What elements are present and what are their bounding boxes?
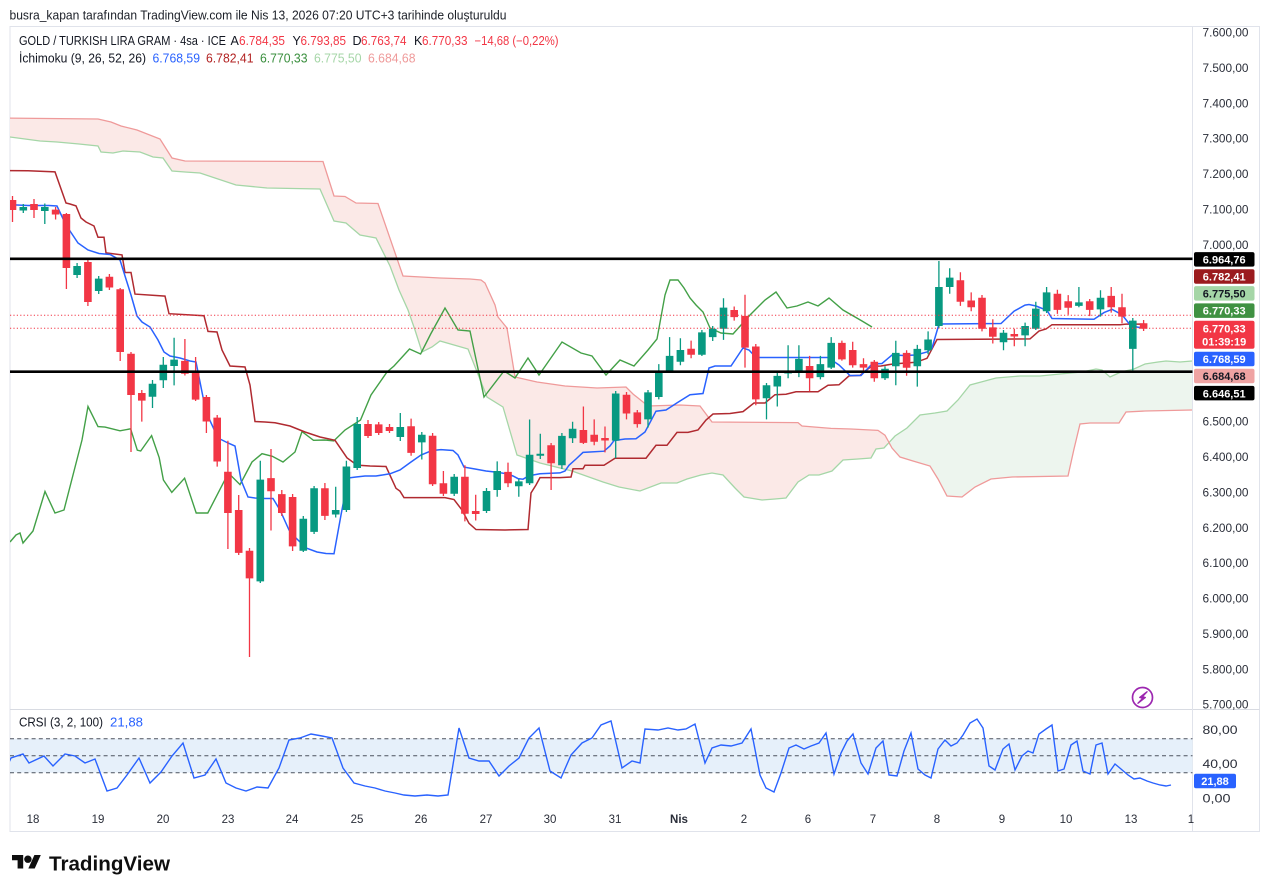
- svg-text:2: 2: [741, 814, 747, 826]
- svg-text:7: 7: [870, 814, 876, 826]
- svg-text:6.770,33: 6.770,33: [1203, 323, 1246, 335]
- svg-text:−14,68 (−0,22%): −14,68 (−0,22%): [475, 34, 559, 48]
- svg-text:5.800,00: 5.800,00: [1203, 662, 1249, 676]
- svg-text:7.100,00: 7.100,00: [1203, 202, 1249, 216]
- svg-text:TradingView: TradingView: [49, 853, 170, 876]
- svg-text:9: 9: [999, 814, 1005, 826]
- svg-text:30: 30: [544, 814, 557, 826]
- svg-text:K: K: [414, 34, 423, 48]
- svg-text:6.684,68: 6.684,68: [1203, 371, 1246, 383]
- svg-text:21,88: 21,88: [1201, 776, 1229, 788]
- svg-text:10: 10: [1060, 814, 1073, 826]
- svg-text:21,88: 21,88: [110, 716, 143, 730]
- svg-text:13: 13: [1125, 814, 1138, 826]
- svg-text:6.000,00: 6.000,00: [1203, 592, 1249, 606]
- svg-text:A: A: [231, 34, 240, 48]
- svg-text:6.100,00: 6.100,00: [1203, 556, 1249, 570]
- svg-text:40,00: 40,00: [1203, 757, 1238, 771]
- svg-text:6.770,33: 6.770,33: [260, 52, 308, 66]
- svg-text:26: 26: [415, 814, 428, 826]
- svg-text:6.782,41: 6.782,41: [1203, 272, 1246, 284]
- svg-text:01:39:19: 01:39:19: [1202, 336, 1246, 348]
- svg-text:D: D: [353, 34, 362, 48]
- svg-text:Y: Y: [293, 34, 302, 48]
- svg-text:6.763,74: 6.763,74: [361, 34, 407, 48]
- svg-text:7.200,00: 7.200,00: [1203, 167, 1249, 181]
- svg-text:7.600,00: 7.600,00: [1203, 26, 1249, 40]
- svg-text:busra_kapan tarafından Trading: busra_kapan tarafından TradingView.com i…: [10, 8, 507, 23]
- svg-text:6.400,00: 6.400,00: [1203, 450, 1249, 464]
- svg-text:6.782,41: 6.782,41: [206, 52, 254, 66]
- svg-text:8: 8: [934, 814, 940, 826]
- svg-text:6.768,59: 6.768,59: [153, 52, 201, 66]
- svg-text:CRSI (3, 2, 100): CRSI (3, 2, 100): [19, 716, 103, 730]
- svg-text:23: 23: [222, 814, 235, 826]
- svg-text:6.646,51: 6.646,51: [1203, 388, 1246, 400]
- svg-text:7.300,00: 7.300,00: [1203, 132, 1249, 146]
- svg-text:Nis: Nis: [670, 814, 688, 826]
- svg-text:24: 24: [286, 814, 299, 826]
- svg-text:7.400,00: 7.400,00: [1203, 96, 1249, 110]
- svg-text:18: 18: [27, 814, 40, 826]
- svg-text:GOLD / TURKISH LIRA GRAM · 4sa: GOLD / TURKISH LIRA GRAM · 4sa · ICE: [19, 34, 226, 48]
- svg-text:6.770,33: 6.770,33: [422, 34, 468, 48]
- svg-text:31: 31: [609, 814, 622, 826]
- svg-text:5.700,00: 5.700,00: [1203, 698, 1249, 712]
- svg-text:6.964,76: 6.964,76: [1203, 255, 1246, 267]
- svg-text:6.200,00: 6.200,00: [1203, 521, 1249, 535]
- svg-text:1: 1: [1188, 814, 1194, 826]
- svg-text:6.775,50: 6.775,50: [314, 52, 362, 66]
- svg-text:80,00: 80,00: [1203, 723, 1238, 737]
- svg-text:6.684,68: 6.684,68: [368, 52, 416, 66]
- svg-text:6.768,59: 6.768,59: [1203, 354, 1246, 366]
- svg-text:5.900,00: 5.900,00: [1203, 627, 1249, 641]
- svg-text:25: 25: [351, 814, 364, 826]
- svg-text:19: 19: [92, 814, 105, 826]
- svg-text:27: 27: [480, 814, 493, 826]
- svg-text:6: 6: [805, 814, 811, 826]
- svg-text:6.770,33: 6.770,33: [1203, 306, 1246, 318]
- svg-text:7.500,00: 7.500,00: [1203, 61, 1249, 75]
- svg-text:20: 20: [157, 814, 170, 826]
- svg-text:6.793,85: 6.793,85: [301, 34, 347, 48]
- svg-text:6.784,35: 6.784,35: [239, 34, 285, 48]
- svg-text:6.300,00: 6.300,00: [1203, 485, 1249, 499]
- svg-text:0,00: 0,00: [1203, 791, 1231, 805]
- svg-text:7.000,00: 7.000,00: [1203, 238, 1249, 252]
- svg-text:6.775,50: 6.775,50: [1203, 289, 1246, 301]
- svg-text:6.500,00: 6.500,00: [1203, 415, 1249, 429]
- svg-text:İchimoku (9, 26, 52, 26): İchimoku (9, 26, 52, 26): [19, 52, 146, 66]
